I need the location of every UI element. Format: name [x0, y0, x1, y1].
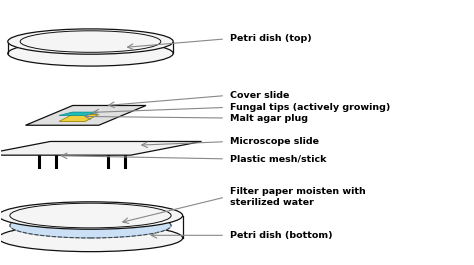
Ellipse shape	[0, 202, 182, 229]
Text: Fungal tips (actively growing): Fungal tips (actively growing)	[230, 103, 390, 112]
Text: Petri dish (bottom): Petri dish (bottom)	[230, 231, 333, 240]
Ellipse shape	[10, 213, 171, 238]
Polygon shape	[0, 142, 201, 155]
Polygon shape	[59, 114, 98, 121]
Polygon shape	[26, 105, 146, 125]
Ellipse shape	[0, 224, 182, 252]
Text: Malt agar plug: Malt agar plug	[230, 113, 308, 122]
Text: Plastic mesh/stick: Plastic mesh/stick	[230, 154, 327, 163]
Ellipse shape	[8, 29, 173, 54]
Ellipse shape	[8, 41, 173, 66]
Text: Petri dish (top): Petri dish (top)	[230, 34, 312, 43]
Text: Cover slide: Cover slide	[230, 91, 289, 100]
Text: Microscope slide: Microscope slide	[230, 137, 319, 146]
Polygon shape	[59, 112, 98, 116]
Text: Filter paper moisten with
sterilized water: Filter paper moisten with sterilized wat…	[230, 187, 365, 207]
